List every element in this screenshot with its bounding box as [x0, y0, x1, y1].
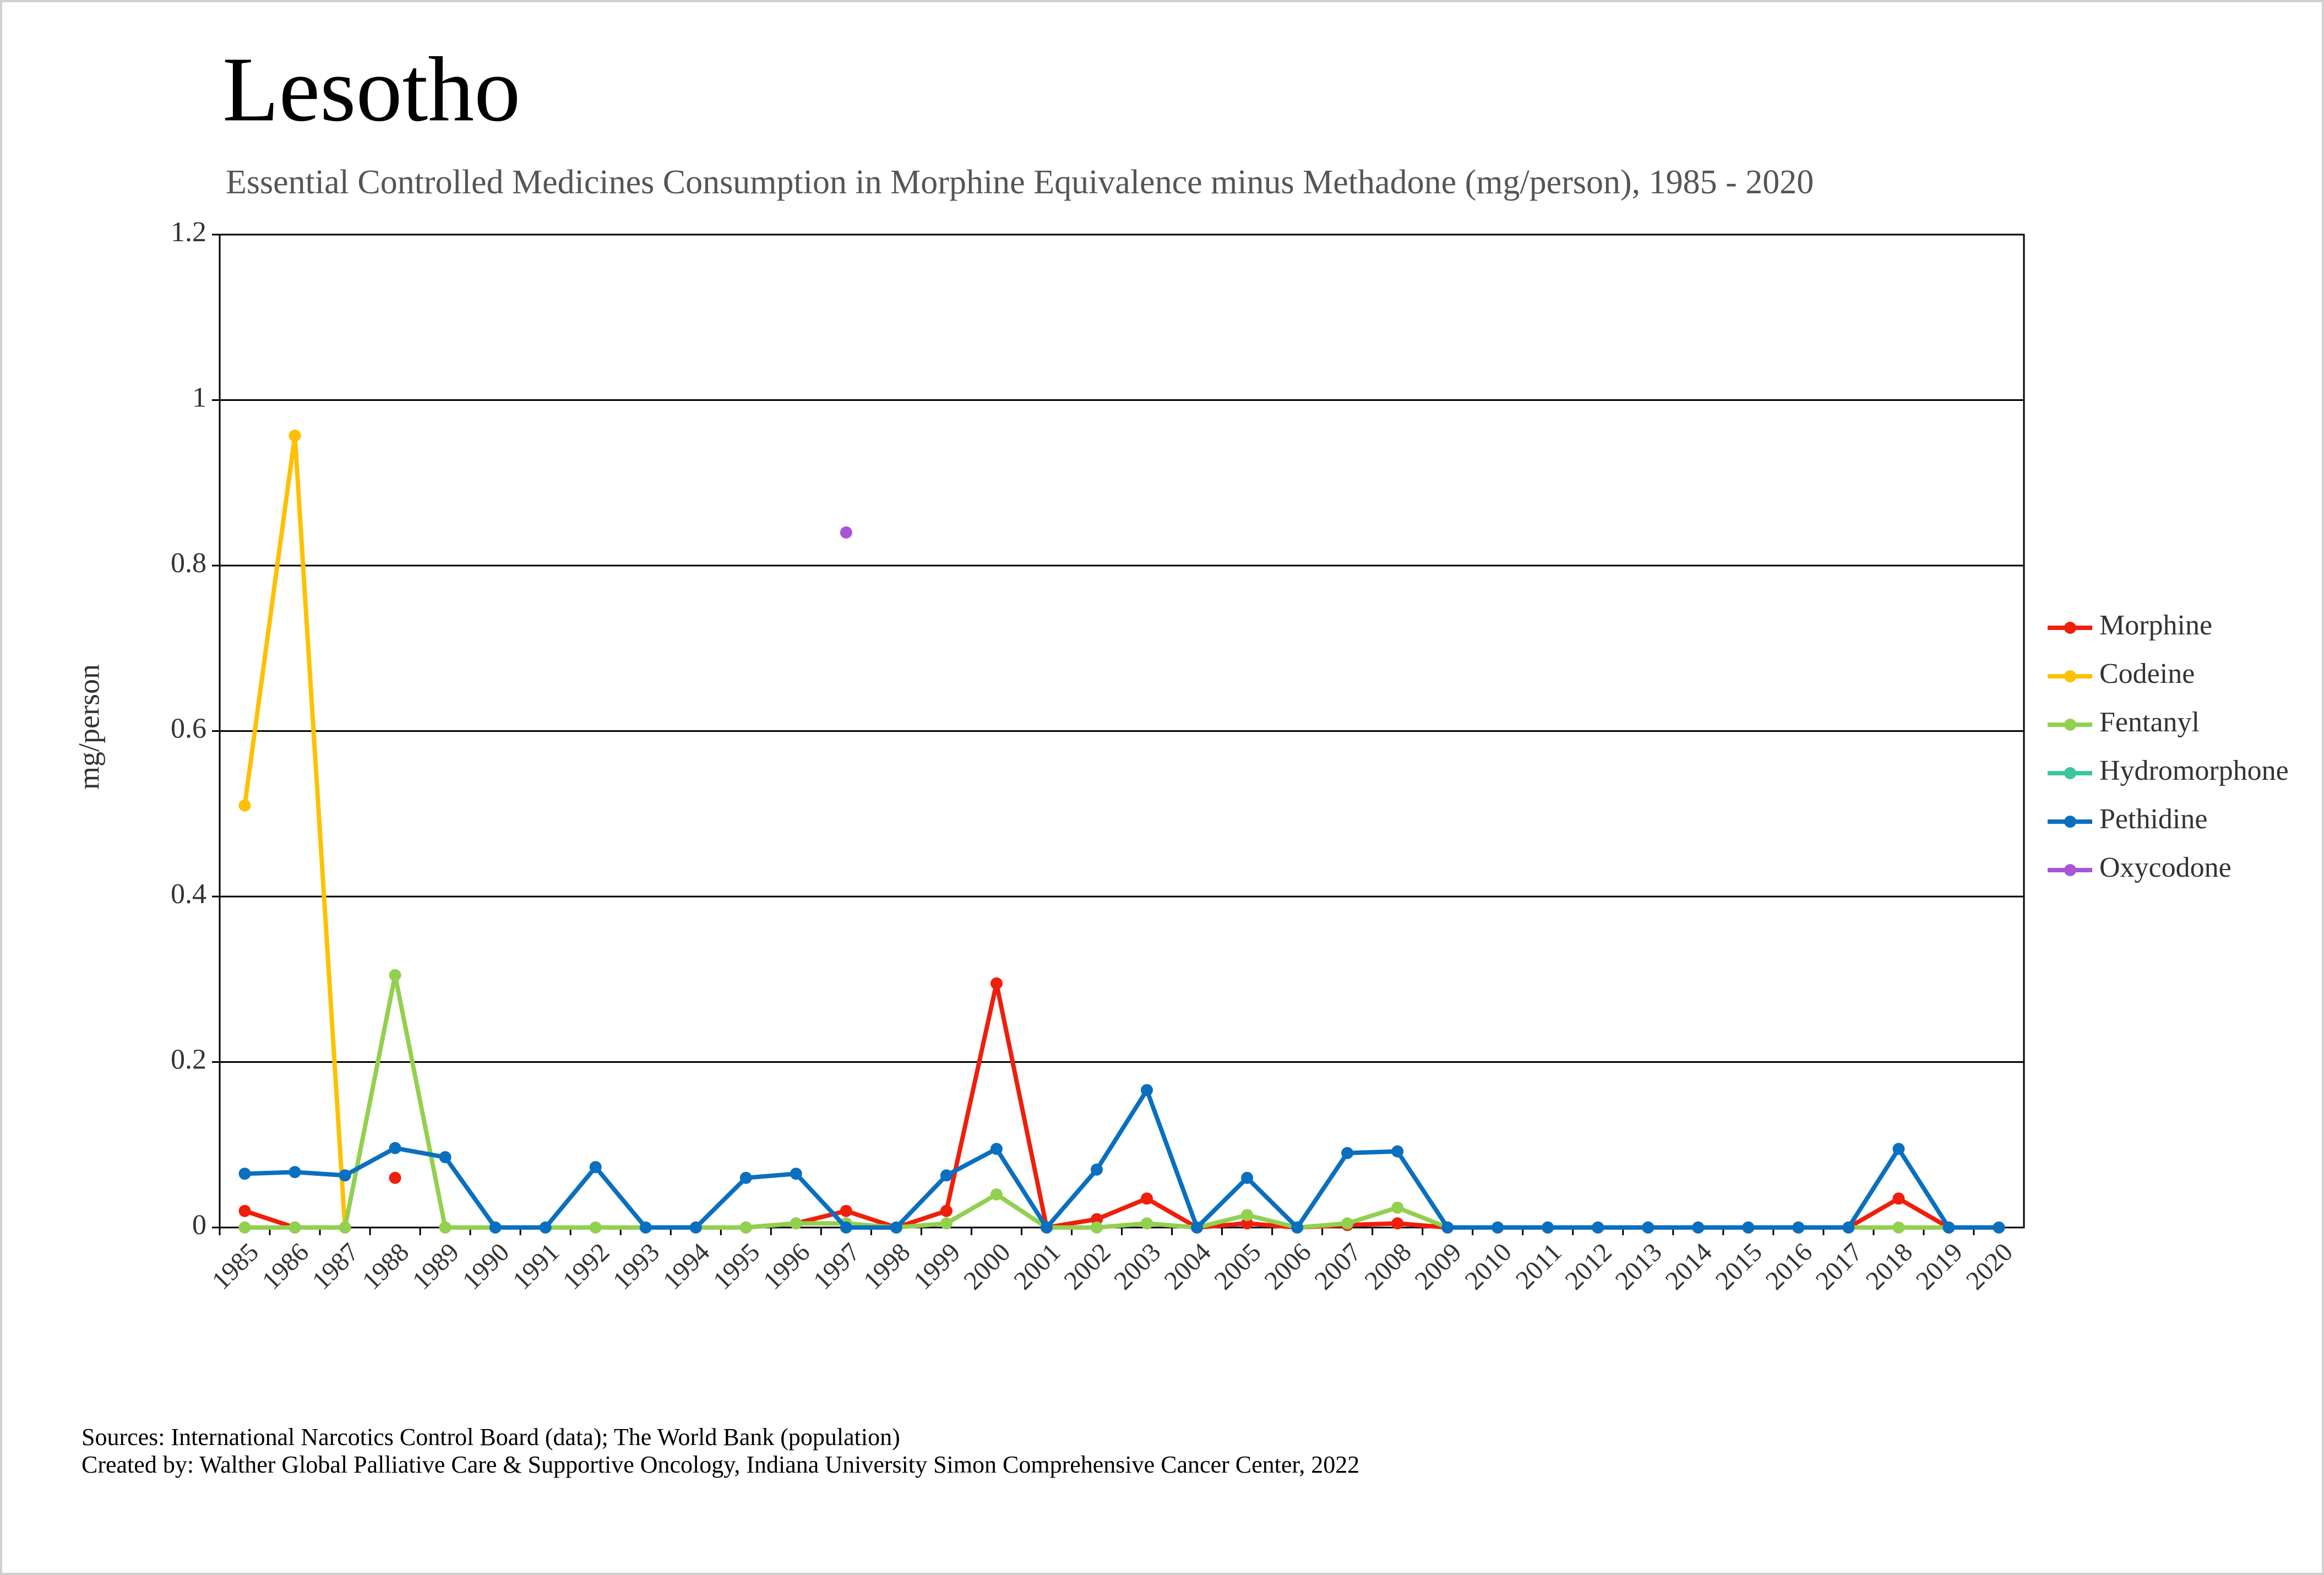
data-point [1391, 1217, 1404, 1230]
data-point [1942, 1221, 1955, 1234]
data-point [289, 430, 301, 442]
data-point [1492, 1221, 1504, 1234]
legend-label: Codeine [2099, 658, 2195, 689]
data-point [1090, 1221, 1103, 1234]
data-point [739, 1171, 752, 1184]
legend-label: Pethidine [2099, 803, 2207, 835]
data-point [1892, 1143, 1905, 1155]
data-point [890, 1221, 902, 1234]
data-point [1341, 1217, 1354, 1230]
y-tick-label: 1.2 [171, 216, 206, 248]
y-axis-label: mg/person [72, 664, 105, 790]
data-point [639, 1221, 652, 1234]
data-point [1692, 1221, 1705, 1234]
data-point [1742, 1221, 1755, 1234]
legend-marker [2064, 622, 2076, 634]
legend-label: Morphine [2099, 610, 2212, 641]
legend-label: Hydromorphone [2099, 755, 2289, 786]
data-point [1391, 1145, 1404, 1158]
data-point [940, 1204, 953, 1217]
data-point [840, 1221, 852, 1234]
data-point [1291, 1221, 1304, 1234]
data-point [439, 1221, 451, 1234]
data-point [238, 1167, 251, 1180]
data-point [689, 1221, 702, 1234]
data-point [940, 1169, 953, 1182]
data-point [790, 1217, 802, 1230]
data-point [289, 1221, 301, 1234]
y-tick-label: 1 [192, 382, 206, 413]
chart-subtitle: Essential Controlled Medicines Consumpti… [226, 164, 1814, 201]
data-point [389, 1171, 401, 1184]
data-point [990, 977, 1003, 990]
legend-label: Oxycodone [2099, 852, 2232, 883]
data-point [589, 1161, 602, 1174]
source-note: Sources: International Narcotics Control… [81, 1424, 900, 1451]
data-point [739, 1221, 752, 1234]
data-point [539, 1221, 552, 1234]
data-point [439, 1151, 451, 1164]
data-point [1592, 1221, 1604, 1234]
y-tick-label: 0 [192, 1209, 206, 1241]
data-point [1391, 1201, 1404, 1214]
data-point [339, 1221, 351, 1234]
source-note: Created by: Walther Global Palliative Ca… [81, 1451, 1359, 1478]
data-point [1792, 1221, 1805, 1234]
data-point [1191, 1221, 1204, 1234]
data-point [990, 1188, 1003, 1201]
data-point [1341, 1147, 1354, 1159]
data-point [238, 799, 251, 812]
data-point [790, 1167, 802, 1180]
data-point [339, 1169, 351, 1182]
y-tick-label: 0.8 [171, 547, 206, 579]
legend-marker [2064, 864, 2076, 876]
data-point [990, 1143, 1003, 1155]
data-point [1642, 1221, 1654, 1234]
chart-title: Lesotho [222, 39, 520, 141]
data-point [840, 1204, 852, 1217]
series-line [244, 1088, 1999, 1230]
data-point [238, 1221, 251, 1234]
legend-label: Fentanyl [2099, 707, 2200, 738]
data-point [238, 1204, 251, 1217]
legend-marker [2064, 767, 2076, 779]
data-point [1842, 1221, 1855, 1234]
data-point [589, 1221, 602, 1234]
y-tick-label: 0.2 [171, 1044, 206, 1075]
legend-marker [2064, 816, 2076, 828]
data-point [1892, 1221, 1905, 1234]
data-point [940, 1217, 953, 1230]
data-point [489, 1221, 502, 1234]
data-point [1040, 1221, 1053, 1234]
legend-marker [2064, 719, 2076, 731]
data-point [1892, 1192, 1905, 1205]
data-point [1090, 1163, 1103, 1176]
data-point [1441, 1221, 1454, 1234]
y-tick-label: 0.4 [171, 878, 206, 910]
data-point [1993, 1221, 2005, 1234]
data-point [389, 969, 401, 981]
data-point [289, 1166, 301, 1178]
legend-marker [2064, 670, 2076, 682]
data-point [1542, 1221, 1554, 1234]
data-point [1141, 1217, 1153, 1230]
data-point [1141, 1084, 1153, 1096]
data-point [840, 526, 852, 539]
data-point [389, 1142, 401, 1154]
data-point [1141, 1192, 1153, 1205]
y-tick-label: 0.6 [171, 713, 206, 744]
data-point [1241, 1209, 1254, 1221]
data-point [1241, 1171, 1254, 1184]
